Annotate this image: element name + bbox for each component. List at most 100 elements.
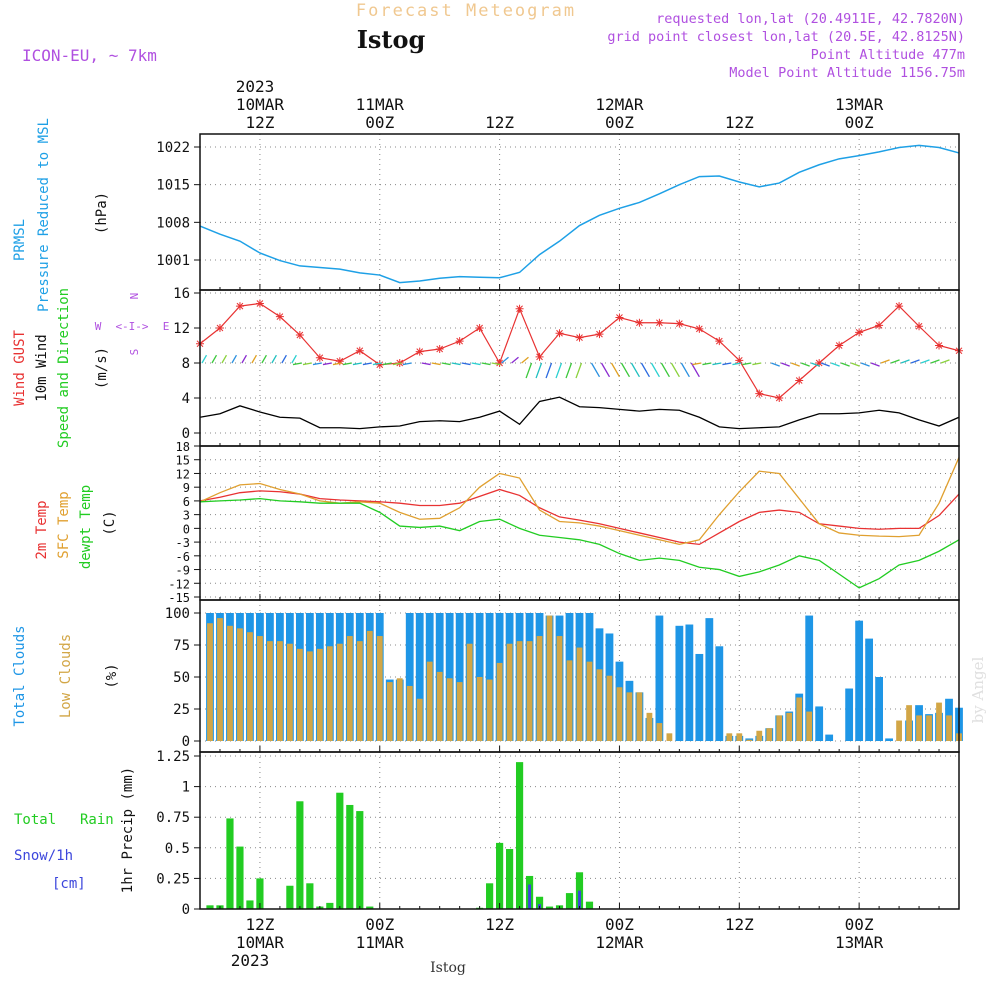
bottom-date-label: 12MAR xyxy=(595,933,644,952)
y-tick-label: 0 xyxy=(182,902,190,918)
gust-marker xyxy=(635,318,644,327)
pressure-line xyxy=(199,144,960,284)
snow-bar xyxy=(578,890,581,909)
gust-marker xyxy=(455,337,464,346)
wind-direction-arrow xyxy=(521,356,529,364)
gust-marker xyxy=(215,324,224,332)
wind-direction-arrow xyxy=(670,362,680,378)
gust-marker xyxy=(655,318,664,327)
rain-bar xyxy=(306,883,314,909)
gust-label: Wind GUST xyxy=(12,330,28,406)
wind-direction-arrow xyxy=(565,362,573,379)
top-hour-label: 12Z xyxy=(485,113,514,132)
low-cloud-bar xyxy=(626,692,633,741)
wind-direction-arrow xyxy=(850,362,860,367)
wind-direction-arrow xyxy=(810,362,820,367)
low-cloud-bar xyxy=(416,698,423,741)
bottom-hour-label: 12Z xyxy=(245,915,274,934)
wind-direction-arrow xyxy=(690,362,700,378)
rain-bar xyxy=(296,801,304,909)
low-cloud-bar xyxy=(636,692,643,741)
low-cloud-bar xyxy=(476,677,483,741)
wind-direction-arrow xyxy=(322,362,332,366)
wind-compass: N <-I-> W E S xyxy=(95,293,170,356)
top-date-label: 12MAR xyxy=(595,95,644,114)
low-cloud-bar xyxy=(267,641,273,741)
top-hour-label: 12Z xyxy=(245,113,274,132)
low-cloud-bar xyxy=(606,675,613,741)
rain-bar xyxy=(226,818,234,909)
wind-direction-arrow xyxy=(630,362,640,378)
low-cloud-bar xyxy=(656,723,663,741)
low-cloud-bar xyxy=(227,625,233,741)
pressure-panel-labels: PRMSL Pressure Reduced to MSL (hPa) xyxy=(12,118,110,312)
rain-bar xyxy=(366,906,374,909)
bottom-hour-label: 00Z xyxy=(845,915,874,934)
low-cloud-bar xyxy=(466,643,473,741)
y-tick-label: 4 xyxy=(182,391,190,407)
wind-direction-arrow xyxy=(640,362,650,378)
gust-line xyxy=(199,302,960,399)
wind-speed-line xyxy=(199,396,960,430)
rain-bar xyxy=(246,900,254,909)
wind-direction-arrow xyxy=(880,359,890,364)
gust-marker xyxy=(375,360,384,369)
wind-direction-arrow xyxy=(600,362,611,378)
total-cloud-bar xyxy=(685,624,694,741)
total-cloud-bar xyxy=(455,613,464,741)
cloud-panel-labels: Total Clouds Low Clouds (%) xyxy=(12,625,120,726)
wind-direction-arrow xyxy=(590,362,601,378)
low-cloud-bar xyxy=(786,712,793,741)
rain-bar xyxy=(286,885,294,909)
low-cloud-bar xyxy=(446,678,453,741)
top-year: 2023 xyxy=(236,77,275,96)
top-hour-label: 00Z xyxy=(605,113,634,132)
gust-marker xyxy=(755,389,764,398)
bottom-hour-label: 00Z xyxy=(365,915,394,934)
bottom-date-label: 10MAR xyxy=(236,933,285,952)
low-cloud-bar xyxy=(506,643,513,741)
wind-direction-arrow xyxy=(790,362,800,367)
low-cloud-bar xyxy=(946,715,952,741)
rain-bar xyxy=(505,849,514,909)
low-cloud-bar xyxy=(336,643,343,741)
low-cloud-bar xyxy=(286,643,293,741)
low-cloud-bar xyxy=(796,697,803,741)
y-tick-label: -3 xyxy=(176,536,190,550)
temp2m-line xyxy=(199,488,960,546)
wind-direction-arrow xyxy=(820,362,830,367)
y-tick-label: 12 xyxy=(176,467,190,481)
compass-south: S xyxy=(128,349,141,356)
y-tick-label: 1 xyxy=(182,780,190,796)
y-tick-label: 3 xyxy=(183,509,190,523)
low-cloud-bar xyxy=(596,669,603,741)
grid-layer xyxy=(200,134,959,909)
wind-direction-arrow xyxy=(840,362,850,367)
rain-bar xyxy=(486,883,494,909)
y-tick-label: -12 xyxy=(168,577,190,591)
low-cloud-bar xyxy=(296,648,303,741)
temp-panel-labels: 2m Temp SFC Temp dewpt Temp (C) xyxy=(34,485,118,569)
y-tick-label: 1022 xyxy=(156,140,190,156)
wind-direction-arrow xyxy=(920,359,930,364)
wind-direction-arrow xyxy=(372,362,382,366)
wind-direction-arrow xyxy=(910,359,920,364)
pressure-units: (hPa) xyxy=(94,192,110,234)
dewpt-line xyxy=(199,497,960,589)
wind-direction-arrow xyxy=(201,354,208,364)
wind-direction-arrow xyxy=(830,362,840,367)
total-cloud-bar xyxy=(705,618,714,741)
wind-direction-arrow xyxy=(431,362,441,366)
y-tick-label: 0.75 xyxy=(156,810,190,826)
total-cloud-bar xyxy=(855,620,864,741)
low-cloud-bar xyxy=(806,711,813,741)
gust-marker xyxy=(555,329,564,338)
wind-direction-arrow xyxy=(471,362,481,366)
gust-marker xyxy=(775,394,784,402)
low-cloud-bar xyxy=(316,648,323,741)
low-cloud-bar xyxy=(616,687,623,741)
y-tick-label: 0.25 xyxy=(156,871,190,887)
gust-marker xyxy=(495,359,504,367)
y-tick-label: 1015 xyxy=(156,178,190,194)
